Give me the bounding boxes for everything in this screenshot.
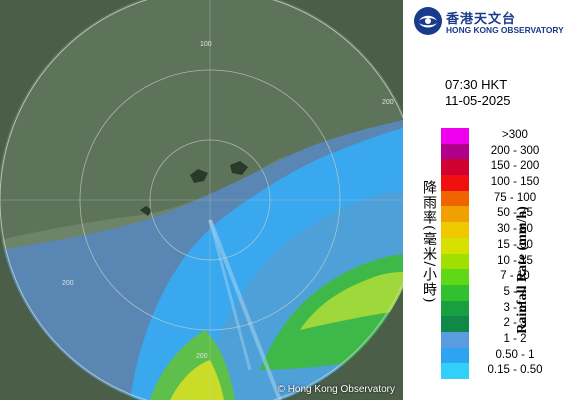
logo-english-text: HONG KONG OBSERVATORY — [446, 25, 564, 35]
legend-label: 7 - 10 — [500, 270, 530, 283]
legend-swatch — [441, 284, 469, 301]
legend-label: 15 - 30 — [497, 238, 533, 251]
legend-swatch — [441, 128, 469, 144]
legend-swatch — [441, 222, 469, 238]
radar-time: 07:30 HKT — [445, 77, 508, 92]
hko-logo: 香港天文台 HONG KONG OBSERVATORY — [413, 6, 573, 36]
copyright-text: © Hong Kong Observatory — [277, 384, 395, 395]
legend-swatch — [441, 253, 469, 270]
legend-swatch — [441, 300, 469, 317]
legend-label: 1 - 2 — [503, 332, 527, 345]
radar-map: 100 200 200 200 © Hong Kong Observatory — [0, 0, 403, 400]
legend-label: 2 - 3 — [503, 317, 527, 330]
legend-title-english-wrap: Rainfall Rate (mm/h) — [513, 160, 533, 380]
range-label: 200 — [382, 99, 394, 106]
legend-swatch — [441, 316, 469, 332]
info-panel: 香港天文台 HONG KONG OBSERVATORY 07:30 HKT 11… — [403, 0, 577, 400]
legend-swatch — [441, 175, 469, 191]
legend-title-english: Rainfall Rate (mm/h) — [515, 206, 530, 334]
legend-label: 10 - 15 — [497, 254, 533, 267]
radar-date: 11-05-2025 — [445, 93, 511, 108]
legend-swatch — [441, 143, 469, 160]
range-label: 100 — [200, 41, 212, 48]
legend-swatch — [441, 347, 469, 364]
legend-label: 5 - 7 — [503, 285, 527, 298]
legend-swatch — [441, 237, 469, 254]
legend-swatch — [441, 331, 469, 348]
legend-label: 150 - 200 — [490, 160, 540, 173]
legend-swatch — [441, 363, 469, 379]
legend-label: 200 - 300 — [490, 144, 540, 157]
legend-title-chinese: 降雨率(毫米/小時) — [421, 180, 437, 304]
legend-label: 100 - 150 — [490, 176, 540, 189]
legend-label: 3 - 5 — [503, 301, 527, 314]
legend-swatch — [441, 190, 469, 207]
legend-swatch — [441, 269, 469, 285]
legend-label: 30 - 50 — [497, 223, 533, 236]
range-label: 200 — [62, 280, 74, 287]
legend-swatch — [441, 159, 469, 176]
range-label: 200 — [196, 353, 208, 360]
hko-logo-icon — [414, 7, 442, 35]
legend-label: >300 — [502, 129, 528, 141]
legend-label: 0.50 - 1 — [495, 348, 535, 361]
legend-label: 75 - 100 — [493, 191, 537, 204]
logo-chinese-text: 香港天文台 — [446, 12, 517, 27]
legend-label: 50 - 75 — [497, 207, 533, 220]
legend-swatch — [441, 206, 469, 223]
legend-label: 0.15 - 0.50 — [487, 364, 543, 377]
